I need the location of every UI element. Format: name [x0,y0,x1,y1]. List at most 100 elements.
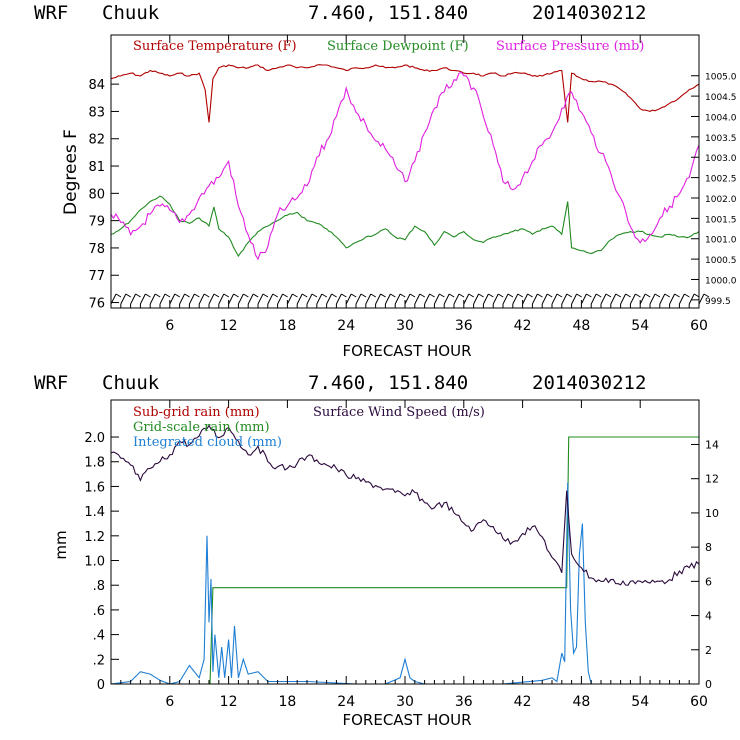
series-line-grid-scale-rain-mm- [111,436,699,685]
wind-barb-flag [282,293,288,298]
wind-barb [482,293,489,305]
wind-barb [639,293,646,305]
x-tick-label: 12 [220,318,238,334]
y-tick-label: 78 [88,242,105,257]
wind-barb-flag [194,293,200,298]
wind-barb [384,293,391,305]
x-tick-label: 42 [514,694,532,710]
wind-barb-flag [203,293,210,298]
wind-barb-flag [468,293,475,298]
y-tick-label: 76 [88,297,105,312]
legend-gridscale-rain: Grid-scale rain (mm) [133,420,270,435]
wind-barb [394,293,401,305]
wind-barb-flag [507,293,514,298]
wind-barb [257,293,264,305]
wind-barb-flag [174,293,181,298]
wind-barb-flag [262,293,269,298]
y-tick-label: 77 [88,269,105,284]
y-tick-label: 1.4 [84,505,105,520]
panel1-header: WRF Chuuk 7.460, 151.840 2014030212 [34,2,646,24]
wind-barb [130,293,137,305]
y2-tick-label: 1005.0 [705,73,737,83]
wind-barb-flag [321,293,328,298]
wind-barb-flag [615,293,622,298]
wind-barb [247,293,254,305]
x-tick-label: 24 [337,694,355,710]
wind-barb [580,293,587,305]
y2-tick-label: 1002.0 [705,195,737,205]
wind-barb [649,293,656,305]
series-line-integrated-cloud-mm- [110,482,699,685]
wind-barb [286,293,293,305]
x-tick-label: 24 [337,318,355,334]
y2-tick-label: 1004.5 [705,93,737,103]
wind-barb-flag [390,293,396,298]
wind-barb [561,293,568,305]
wind-barb-flag [331,293,337,298]
wind-barb-flag [703,293,710,298]
wind-barb [335,293,342,305]
y-tick-label: .8 [93,579,105,594]
wind-barb-flag [311,293,318,298]
wind-barb [267,293,274,305]
wind-barb [404,293,411,305]
wind-barb-flag [154,293,161,298]
y2-tick-label: 2 [705,644,712,657]
wind-barb [355,293,362,305]
y-tick-label: 0 [97,678,105,693]
wind-barb [296,293,303,305]
wind-barb-flag [448,293,455,298]
wind-barb-flag [429,293,435,298]
y2-tick-label: 6 [705,575,712,588]
wind-barb-flag [213,293,220,298]
x-tick-label: 30 [396,318,414,334]
wind-barb [120,293,127,305]
wind-barb [678,293,685,305]
wind-barb [159,293,166,305]
y2-tick-label: 999.5 [705,297,731,307]
x-tick-label: 6 [165,694,174,710]
y-tick-label: 1.6 [84,480,105,495]
wind-barb [188,293,195,305]
wind-barb [571,293,578,305]
wind-barb [218,293,225,305]
wind-barb [610,293,617,305]
y2-tick-label: 4 [705,610,712,623]
wind-barb [179,293,186,305]
panel1-chart: 6 12 18 24 30 36 42 48 54 60 76 77 78 79 80 81 82 83 84 999… [61,34,737,360]
y-tick-label: .2 [93,653,105,668]
y-tick-label: 82 [88,133,105,148]
wind-barb [277,293,284,305]
y-tick-label: 1.8 [84,456,105,471]
y2-tick-label: 10 [705,507,719,520]
wind-barb-flag [223,293,230,298]
y-tick-label: 1.0 [84,555,105,570]
wind-barb [414,293,421,305]
wind-barb-flag [478,293,484,298]
wind-barb-flag [546,293,553,298]
x-tick-label: 18 [278,318,296,334]
y-tick-label: 81 [88,160,105,175]
wind-barb [600,293,607,305]
x-tick-label: 30 [396,694,414,710]
y2-tick-label: 1003.0 [705,154,737,164]
wind-barb-flag [605,293,612,298]
panel1-axis-ticks: 6 12 18 24 30 36 42 48 54 60 76 77 78 79 80 81 82 83 84 999… [88,35,737,334]
wind-barb-flag [458,293,465,298]
wind-barb [424,293,431,305]
wind-barb [531,293,538,305]
wind-barb [433,293,440,305]
wind-barb [502,293,509,305]
wind-barb-flag [566,293,573,298]
panel1-series-layer [110,64,700,261]
wind-barb [149,293,156,305]
x-tick-label: 48 [572,318,590,334]
wind-barb [620,293,627,305]
wind-barb-flag [635,293,641,298]
y2-tick-label: 1000.5 [705,256,737,266]
wind-barb-flag [233,293,239,298]
wind-barb-flag [252,293,259,298]
wind-barb-flag [292,293,298,298]
wind-barb-flag [527,293,533,298]
